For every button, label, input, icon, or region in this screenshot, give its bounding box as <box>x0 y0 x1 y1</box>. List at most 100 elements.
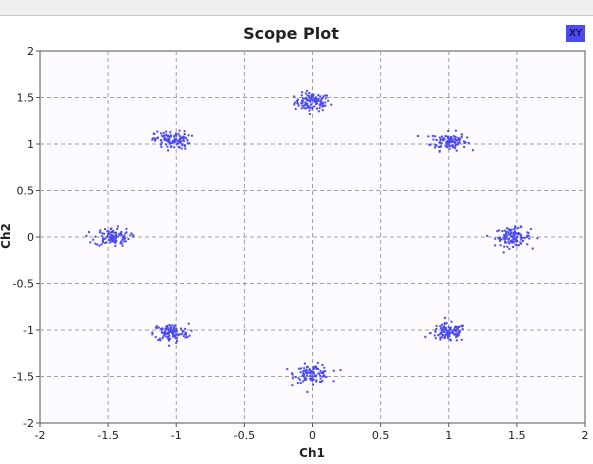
scatter-point <box>321 105 324 108</box>
scatter-point <box>448 144 451 147</box>
scatter-point <box>315 103 317 105</box>
scatter-point <box>151 137 154 140</box>
scatter-point <box>508 247 511 250</box>
scatter-point <box>503 234 506 236</box>
scatter-point <box>183 130 186 133</box>
scatter-point <box>517 244 520 247</box>
scatter-point <box>504 235 507 238</box>
scatter-point <box>115 237 117 240</box>
scatter-point <box>116 235 119 238</box>
scatter-point <box>455 333 458 336</box>
scatter-point <box>120 231 123 233</box>
scatter-point <box>310 379 313 382</box>
scatter-point <box>312 372 315 375</box>
scatter-point <box>160 132 163 135</box>
scatter-point <box>115 234 117 237</box>
chart-title: Scope Plot <box>243 24 339 43</box>
scatter-point <box>324 370 327 373</box>
scatter-point <box>166 145 169 148</box>
scope-plot-chart[interactable]: -2 -1.5 -1 -0.5 0 0.5 1 1.5 2 2 1.5 1 0.5 0 -0.5 -1 -1.5… <box>0 16 593 464</box>
scatter-point <box>112 239 115 241</box>
scatter-point <box>444 333 447 336</box>
scatter-point <box>312 93 315 96</box>
scatter-point <box>311 375 314 378</box>
scatter-point <box>519 241 522 244</box>
scatter-point <box>94 235 97 238</box>
scatter-point <box>504 241 507 244</box>
x-tick-label: 2 <box>582 429 589 442</box>
scatter-point <box>320 100 322 103</box>
scatter-point <box>182 335 185 338</box>
scatter-point <box>314 374 317 377</box>
scatter-point <box>499 236 501 239</box>
scatter-point <box>168 137 171 140</box>
scatter-point <box>172 328 175 330</box>
scatter-point <box>310 93 313 96</box>
scatter-point <box>512 233 515 236</box>
scatter-point <box>463 146 466 148</box>
scatter-point <box>291 372 293 375</box>
scatter-point <box>175 138 178 141</box>
scatter-point <box>286 368 289 371</box>
scatter-point <box>444 144 447 147</box>
scatter-point <box>175 132 177 135</box>
scatter-point <box>316 102 319 105</box>
scatter-point <box>151 333 154 336</box>
scatter-point <box>169 325 172 328</box>
scatter-point <box>309 372 312 375</box>
scatter-point <box>447 335 449 338</box>
y-tick-label: -1 <box>23 324 34 337</box>
scatter-point <box>153 139 156 142</box>
scatter-point <box>494 244 497 247</box>
scatter-point <box>461 325 463 328</box>
scatter-point <box>517 227 520 230</box>
scatter-point <box>450 136 453 139</box>
scatter-point <box>448 141 451 144</box>
scatter-point <box>320 371 323 374</box>
scatter-point <box>315 365 318 368</box>
scatter-point <box>447 329 450 332</box>
scatter-point <box>88 231 90 234</box>
scatter-point <box>446 140 449 143</box>
y-tick-label: -2 <box>23 417 34 430</box>
scatter-point <box>157 326 160 329</box>
scatter-point <box>304 92 307 95</box>
scatter-point <box>536 237 539 240</box>
legend-entry-xy[interactable]: XY <box>566 25 585 42</box>
scatter-point <box>124 237 127 240</box>
scatter-point <box>304 369 306 372</box>
scatter-point <box>163 333 166 336</box>
scatter-point <box>503 237 506 240</box>
scatter-point <box>443 316 446 319</box>
scatter-point <box>312 94 315 97</box>
scatter-point <box>439 331 442 334</box>
scatter-point <box>168 330 171 333</box>
scope-plot-panel[interactable]: -2 -1.5 -1 -0.5 0 0.5 1 1.5 2 2 1.5 1 0.5 0 -0.5 -1 -1.5… <box>0 16 593 464</box>
scatter-point <box>307 94 310 97</box>
scatter-point <box>167 332 170 335</box>
scatter-point <box>125 231 128 234</box>
scatter-point <box>105 236 108 239</box>
scatter-point <box>185 137 188 140</box>
scatter-point <box>104 228 107 231</box>
scatter-point <box>449 139 452 142</box>
scatter-point <box>132 234 135 237</box>
scatter-point <box>529 228 532 231</box>
scatter-point <box>96 243 99 246</box>
scatter-point <box>312 377 314 380</box>
scatter-point <box>129 234 132 237</box>
scatter-point <box>506 235 509 238</box>
scatter-point <box>460 135 463 138</box>
scatter-point <box>301 101 304 104</box>
y-tick-label: 1.5 <box>17 92 35 105</box>
scatter-point <box>106 234 109 237</box>
x-tick-label: 1.5 <box>508 429 526 442</box>
scatter-point <box>132 235 135 238</box>
scatter-point <box>314 98 317 101</box>
tick-labels: -2 -1.5 -1 -0.5 0 0.5 1 1.5 2 2 1.5 1 0.5 0 -0.5 -1 -1.5… <box>13 45 589 442</box>
scatter-point <box>318 107 321 110</box>
scatter-point <box>311 108 314 110</box>
scatter-point <box>186 336 189 338</box>
scatter-point <box>304 107 307 110</box>
scatter-point <box>443 331 446 333</box>
